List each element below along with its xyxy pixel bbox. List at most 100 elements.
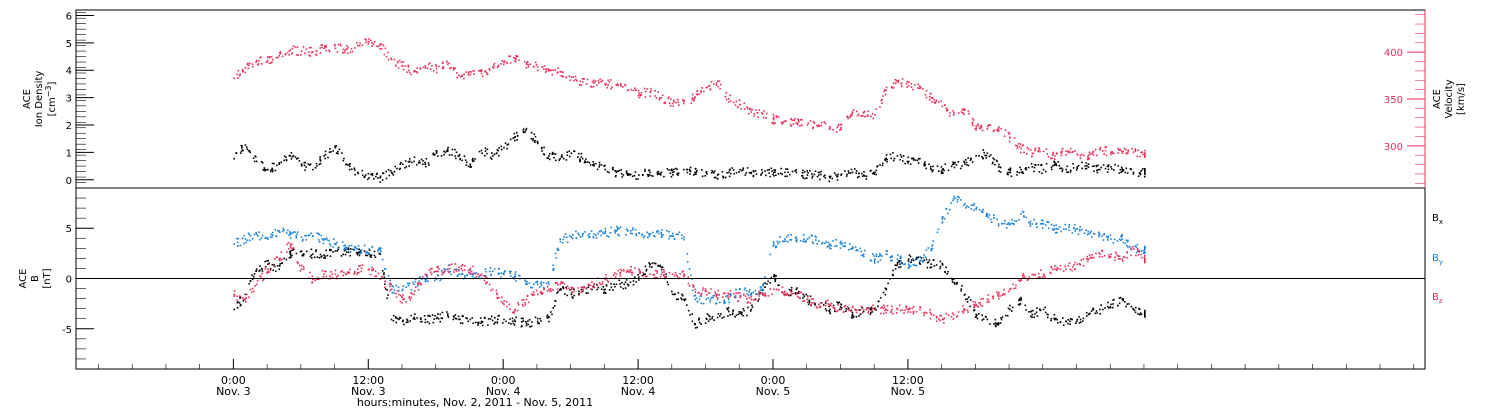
data-point-spread	[257, 64, 259, 66]
left-tick-label: 6	[66, 11, 72, 22]
data-point	[255, 283, 258, 286]
data-point-spread	[615, 84, 618, 86]
data-point-spread	[819, 305, 822, 308]
data-point-spread	[1016, 171, 1018, 173]
data-point-spread	[1033, 218, 1035, 221]
data-point-spread	[270, 233, 272, 236]
data-point-spread	[1087, 166, 1090, 168]
data-point-spread	[965, 207, 967, 209]
data-point-spread	[792, 123, 795, 125]
data-point-spread	[352, 248, 354, 251]
data-point-spread	[744, 108, 746, 110]
data-point-spread	[283, 229, 285, 231]
data-point-spread	[1059, 167, 1061, 170]
data-point-spread	[484, 268, 487, 270]
data-point-spread	[279, 52, 282, 55]
data-point-spread	[310, 232, 312, 235]
data-point-spread	[527, 64, 530, 66]
data-point-spread	[575, 230, 577, 233]
data-point-spread	[922, 88, 924, 90]
data-point-spread	[449, 67, 451, 70]
data-point-spread	[817, 125, 819, 128]
data-point-spread	[535, 64, 538, 66]
data-point-spread	[382, 172, 384, 174]
data-point-spread	[735, 314, 738, 317]
data-point-spread	[765, 117, 767, 119]
data-point-spread	[1046, 221, 1049, 223]
data-point-spread	[477, 273, 479, 275]
data-point-spread	[1058, 164, 1061, 167]
data-point-spread	[979, 304, 982, 306]
data-point-spread	[415, 164, 418, 166]
left-tick-label: 4	[66, 66, 72, 77]
data-point-spread	[409, 299, 412, 301]
data-point-spread	[331, 276, 334, 279]
data-point-spread	[782, 292, 785, 295]
data-point-spread	[985, 316, 987, 318]
data-point-spread	[1084, 168, 1087, 170]
data-point-spread	[474, 272, 476, 275]
data-point-spread	[497, 318, 499, 321]
data-point-spread	[442, 65, 444, 68]
data-point-spread	[1061, 148, 1064, 150]
data-point-spread	[452, 318, 455, 321]
data-point-spread	[882, 307, 885, 310]
data-point-spread	[393, 170, 396, 173]
data-point-spread	[721, 317, 723, 319]
data-point-spread	[409, 320, 411, 322]
data-point-spread	[647, 236, 649, 239]
data-point-spread	[1050, 319, 1052, 322]
data-point-spread	[1132, 173, 1135, 175]
data-point-spread	[354, 169, 356, 171]
data-point-spread	[576, 80, 578, 82]
data-point-spread	[553, 156, 555, 159]
data-point-spread	[273, 162, 275, 165]
data-point-spread	[1095, 165, 1098, 167]
data-point-spread	[307, 234, 310, 237]
data-point-spread	[759, 292, 762, 294]
data-point-spread	[712, 296, 714, 299]
data-point-spread	[909, 308, 911, 310]
data-point-spread	[512, 276, 515, 279]
data-point-spread	[1075, 322, 1077, 324]
data-point-spread	[1043, 275, 1046, 277]
data-point	[536, 320, 539, 323]
data-point-spread	[824, 308, 827, 310]
data-point-spread	[577, 156, 579, 158]
data-point-spread	[1051, 154, 1054, 156]
data-point-spread	[495, 152, 498, 155]
data-point-spread	[343, 157, 345, 160]
data-point-spread	[316, 232, 318, 234]
data-point-spread	[670, 175, 673, 178]
data-point-spread	[861, 307, 863, 309]
data-point-spread	[315, 250, 317, 253]
data-point-spread	[1109, 256, 1111, 258]
data-point-spread	[801, 175, 803, 177]
data-point-spread	[477, 277, 480, 279]
data-point-spread	[578, 152, 580, 155]
data-point	[469, 273, 472, 276]
data-point-spread	[484, 276, 487, 279]
data-point-spread	[1061, 150, 1063, 153]
data-point-spread	[542, 281, 545, 284]
data-point-spread	[328, 151, 331, 153]
data-point-spread	[806, 301, 809, 304]
data-point-spread	[992, 130, 995, 132]
data-point-spread	[707, 320, 710, 322]
data-point-spread	[1035, 222, 1038, 225]
data-point-spread	[770, 276, 773, 279]
data-point-spread	[363, 250, 366, 252]
data-point-spread	[371, 41, 373, 44]
data-point-spread	[943, 104, 946, 106]
data-point-spread	[447, 146, 449, 149]
data-point-spread	[786, 294, 788, 296]
data-point-spread	[1081, 153, 1083, 156]
data-point-spread	[368, 38, 370, 40]
data-point-spread	[410, 292, 412, 294]
data-point-spread	[896, 307, 898, 310]
data-point-spread	[1118, 302, 1121, 305]
data-point-spread	[271, 162, 274, 165]
data-point-spread	[626, 173, 629, 175]
data-point-spread	[436, 274, 439, 277]
data-point-spread	[248, 296, 250, 299]
